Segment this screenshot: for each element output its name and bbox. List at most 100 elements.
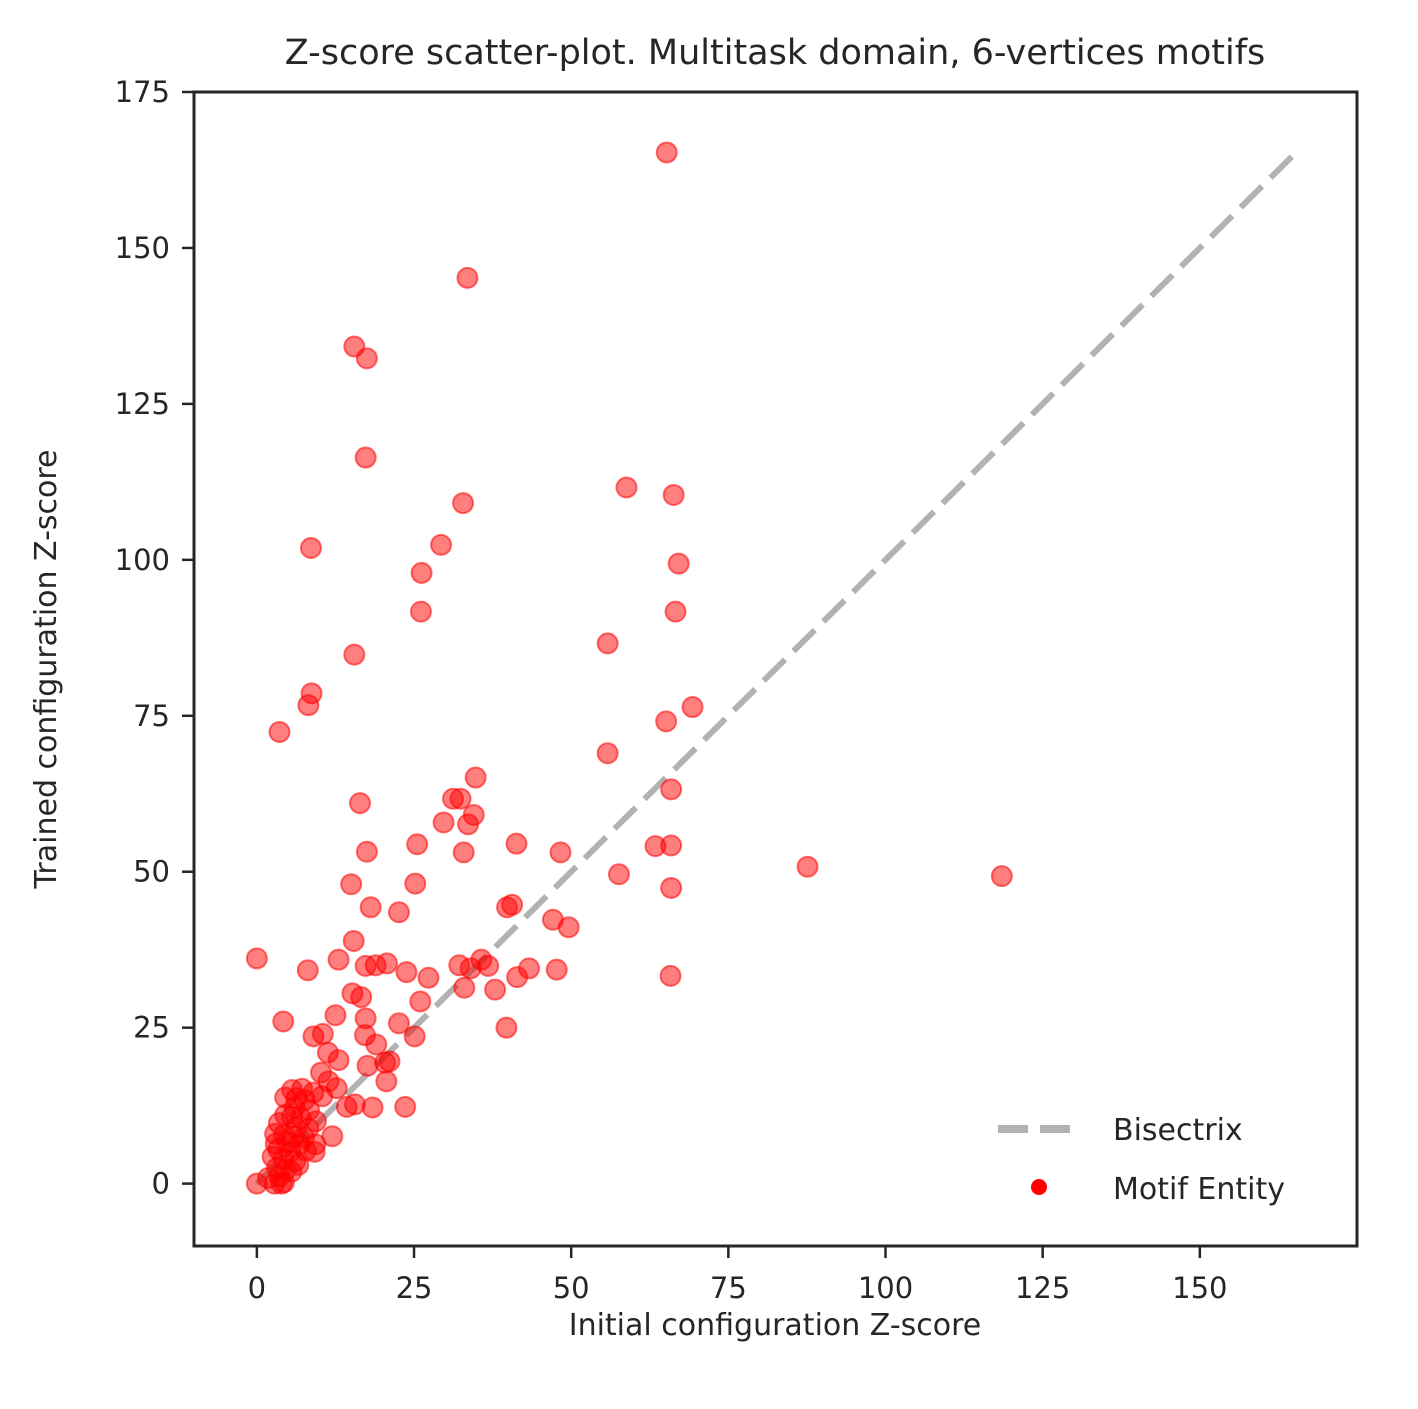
x-tick-label: 125 bbox=[1015, 1271, 1070, 1305]
y-tick-label: 25 bbox=[133, 1011, 170, 1045]
motif-point bbox=[501, 893, 524, 916]
y-tick-label: 100 bbox=[115, 543, 170, 577]
bisectrix-line bbox=[254, 152, 1297, 1186]
motif-point bbox=[660, 876, 683, 899]
y-tick-label: 0 bbox=[152, 1167, 170, 1201]
motif-point bbox=[348, 792, 371, 815]
motif-point bbox=[327, 1049, 350, 1072]
y-tick-label: 50 bbox=[133, 855, 170, 889]
y-axis-label: Trained configuration Z-score bbox=[29, 449, 64, 889]
motif-point bbox=[327, 948, 350, 971]
motif-point bbox=[297, 694, 320, 717]
motif-point bbox=[549, 841, 572, 864]
x-axis-label: Initial configuration Z-score bbox=[569, 1308, 982, 1343]
motif-point bbox=[456, 266, 479, 289]
motif-point bbox=[361, 1096, 384, 1119]
motif-point bbox=[272, 1010, 295, 1033]
motif-point bbox=[664, 600, 687, 623]
legend-bisectrix-label: Bisectrix bbox=[1113, 1113, 1243, 1148]
motif-point bbox=[417, 966, 440, 989]
motif-point bbox=[660, 778, 683, 801]
motif-point bbox=[457, 813, 480, 836]
motif-point bbox=[342, 929, 365, 952]
plot-area bbox=[245, 141, 1297, 1195]
motif-point bbox=[340, 873, 363, 896]
y-tick-label: 175 bbox=[115, 75, 170, 109]
x-tick-label: 75 bbox=[710, 1271, 747, 1305]
motif-point bbox=[296, 959, 319, 982]
motif-point bbox=[343, 643, 366, 666]
motif-point bbox=[655, 141, 678, 164]
motif-point bbox=[355, 347, 378, 370]
motif-point bbox=[506, 966, 529, 989]
motif-point bbox=[452, 492, 475, 515]
motif-point bbox=[484, 978, 507, 1001]
motif-point bbox=[394, 1095, 417, 1118]
y-tick-label: 125 bbox=[115, 387, 170, 421]
motif-point bbox=[596, 632, 619, 655]
motif-point bbox=[350, 986, 373, 1009]
motif-point bbox=[796, 855, 819, 878]
motif-point bbox=[375, 1070, 398, 1093]
motif-point bbox=[387, 1012, 410, 1035]
motif-point bbox=[449, 787, 472, 810]
motif-point bbox=[311, 1085, 334, 1108]
motif-point bbox=[596, 742, 619, 765]
motif-point bbox=[395, 961, 418, 984]
motif-point bbox=[545, 958, 568, 981]
motif-point bbox=[432, 811, 455, 834]
motif-point bbox=[324, 1004, 347, 1027]
x-tick-label: 0 bbox=[248, 1271, 266, 1305]
motif-point bbox=[681, 696, 704, 719]
motif-point bbox=[302, 1025, 325, 1048]
motif-point bbox=[453, 976, 476, 999]
motif-point bbox=[409, 600, 432, 623]
motif-point bbox=[477, 954, 500, 977]
x-tick-label: 25 bbox=[396, 1271, 433, 1305]
motif-point bbox=[667, 552, 690, 575]
legend-motif-marker bbox=[1031, 1179, 1047, 1195]
plot-frame bbox=[192, 90, 1359, 1248]
motif-point bbox=[495, 1016, 518, 1039]
y-tick-label: 150 bbox=[115, 231, 170, 265]
motif-point bbox=[268, 721, 291, 744]
motif-point bbox=[354, 446, 377, 469]
motif-point bbox=[343, 1093, 366, 1116]
motif-point bbox=[387, 901, 410, 924]
motif-point bbox=[409, 990, 432, 1013]
motif-point bbox=[655, 710, 678, 733]
motif-point bbox=[452, 841, 475, 864]
motif-point bbox=[464, 766, 487, 789]
motif-point bbox=[404, 872, 427, 895]
motif-point bbox=[410, 561, 433, 584]
legend: Bisectrix Motif Entity bbox=[998, 1113, 1285, 1207]
motif-point bbox=[375, 952, 398, 975]
motif-point bbox=[659, 964, 682, 987]
motif-point bbox=[356, 1054, 379, 1077]
x-axis: 0 25 50 75 100 125 150 bbox=[248, 1246, 1228, 1305]
motif-point bbox=[607, 863, 630, 886]
motif-point bbox=[430, 533, 453, 556]
motif-point bbox=[990, 865, 1013, 888]
motif-point bbox=[557, 916, 580, 939]
motif-point bbox=[403, 1025, 426, 1048]
motif-point bbox=[359, 896, 382, 919]
y-axis: 0 25 50 75 100 125 150 175 bbox=[115, 75, 194, 1201]
chart-title: Z-score scatter-plot. Multitask domain, … bbox=[285, 33, 1266, 73]
motif-point bbox=[365, 1033, 388, 1056]
motif-point bbox=[299, 536, 322, 559]
motif-point bbox=[662, 483, 685, 506]
motif-point bbox=[660, 834, 683, 857]
motif-point bbox=[355, 840, 378, 863]
motif-point bbox=[257, 1167, 280, 1190]
motif-point bbox=[378, 1050, 401, 1073]
legend-motif-label: Motif Entity bbox=[1113, 1172, 1285, 1207]
motif-point bbox=[303, 1140, 326, 1163]
motif-point bbox=[406, 833, 429, 856]
motif-point bbox=[505, 832, 528, 855]
x-tick-label: 50 bbox=[553, 1271, 590, 1305]
motif-point bbox=[615, 476, 638, 499]
x-tick-label: 150 bbox=[1172, 1271, 1227, 1305]
motif-point bbox=[245, 947, 268, 970]
